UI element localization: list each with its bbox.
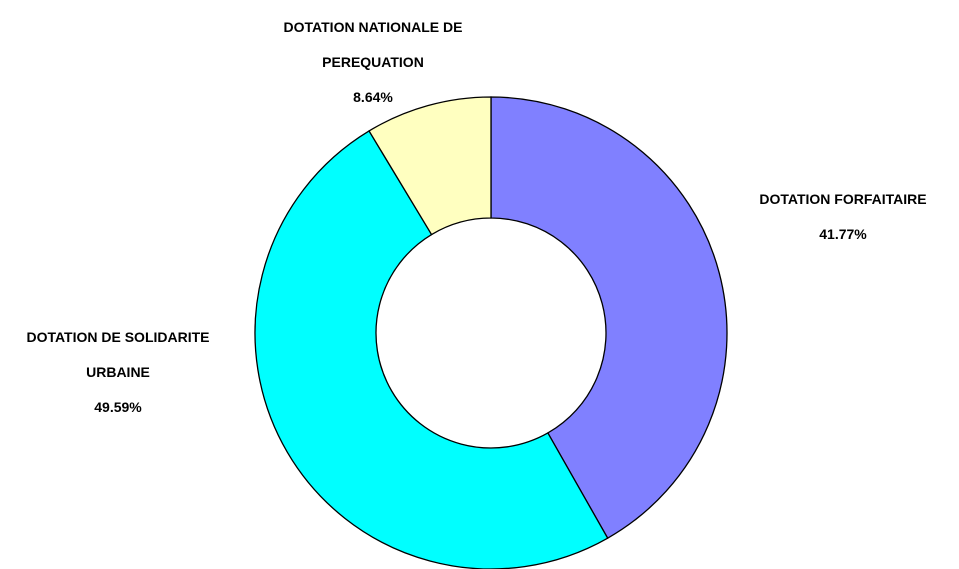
- value-label: 49.59%: [94, 399, 142, 415]
- value-label: 41.77%: [819, 226, 867, 242]
- slice: [490, 96, 728, 540]
- slice-label: DOTATION DE SOLIDARITE URBAINE 49.59%: [23, 320, 213, 425]
- category-label: DOTATION FORFAITAIRE: [759, 191, 927, 207]
- slice-label: DOTATION NATIONALE DE PEREQUATION 8.64%: [243, 10, 503, 115]
- slice: [368, 96, 492, 236]
- slice-label: DOTATION FORFAITAIRE 41.77%: [713, 182, 959, 252]
- slice: [254, 130, 609, 569]
- category-label: DOTATION DE SOLIDARITE URBAINE: [26, 329, 210, 380]
- category-label: DOTATION NATIONALE DE PEREQUATION: [283, 19, 463, 70]
- value-label: 8.64%: [353, 89, 393, 105]
